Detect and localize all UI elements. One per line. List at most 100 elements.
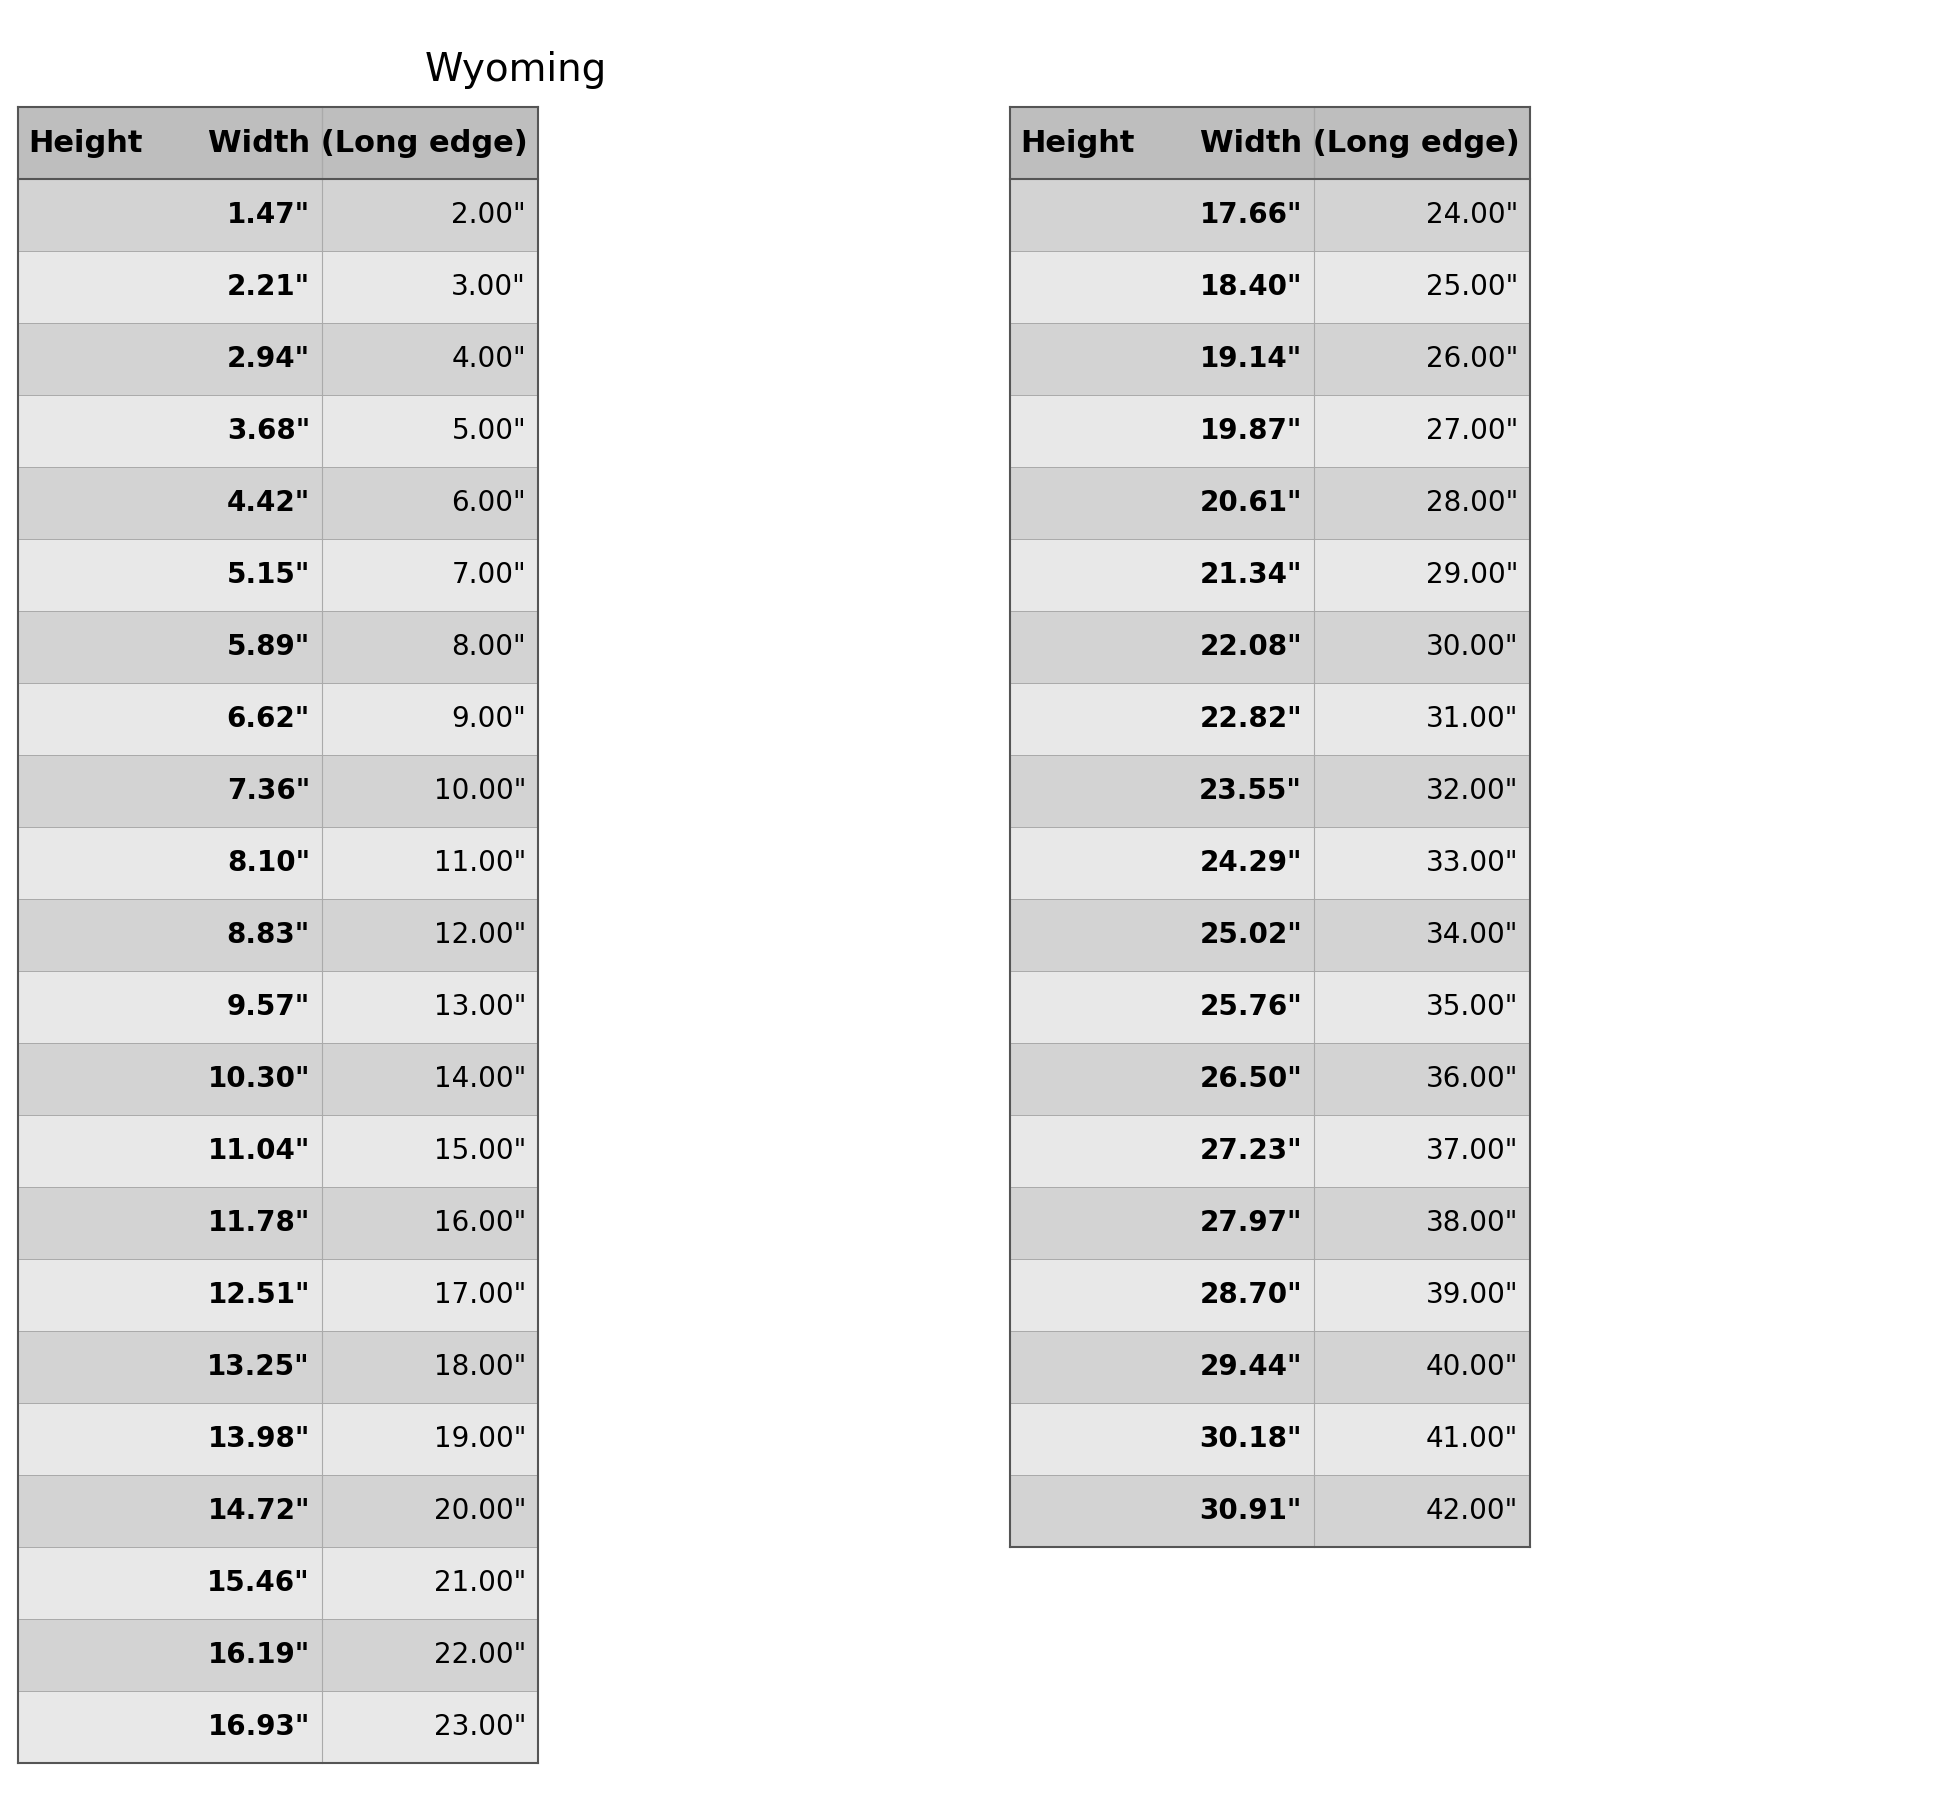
Bar: [18, 756, 537, 827]
Text: 2.00": 2.00": [451, 202, 525, 229]
Bar: [18, 1259, 537, 1332]
Text: 36.00": 36.00": [1426, 1065, 1518, 1094]
Text: 33.00": 33.00": [1426, 849, 1518, 878]
Text: 5.15": 5.15": [226, 561, 309, 589]
Text: 23.00": 23.00": [434, 1713, 525, 1741]
Text: 9.57": 9.57": [228, 994, 309, 1021]
Bar: [1010, 396, 1530, 467]
Text: 30.18": 30.18": [1199, 1425, 1302, 1454]
Bar: [1010, 972, 1530, 1043]
Text: 11.78": 11.78": [208, 1208, 309, 1237]
Text: 39.00": 39.00": [1426, 1281, 1518, 1310]
Text: 13.98": 13.98": [208, 1425, 309, 1454]
Text: 30.91": 30.91": [1199, 1497, 1302, 1524]
Text: 28.00": 28.00": [1426, 489, 1518, 518]
Text: 27.00": 27.00": [1426, 418, 1518, 445]
Text: 5.89": 5.89": [228, 632, 309, 661]
Text: 19.00": 19.00": [434, 1425, 525, 1454]
Text: 10.00": 10.00": [434, 778, 525, 805]
Text: 23.55": 23.55": [1199, 778, 1302, 805]
Text: 27.97": 27.97": [1199, 1208, 1302, 1237]
Text: 5.00": 5.00": [451, 418, 525, 445]
Text: 6.62": 6.62": [228, 705, 309, 734]
Text: 35.00": 35.00": [1426, 994, 1518, 1021]
Text: 16.93": 16.93": [208, 1713, 309, 1741]
Text: 8.83": 8.83": [228, 921, 309, 948]
Text: 7.36": 7.36": [228, 778, 309, 805]
Text: 26.50": 26.50": [1199, 1065, 1302, 1094]
Text: 19.87": 19.87": [1199, 418, 1302, 445]
Bar: [1010, 467, 1530, 540]
Text: 29.00": 29.00": [1426, 561, 1518, 589]
Bar: [1010, 1116, 1530, 1187]
Bar: [1010, 323, 1530, 396]
Text: 9.00": 9.00": [451, 705, 525, 734]
Bar: [18, 899, 537, 972]
Text: 22.82": 22.82": [1199, 705, 1302, 734]
Text: 18.40": 18.40": [1199, 273, 1302, 302]
Text: 2.94": 2.94": [228, 345, 309, 372]
Text: 7.00": 7.00": [451, 561, 525, 589]
Bar: [18, 683, 537, 756]
Bar: [18, 180, 537, 251]
Text: 27.23": 27.23": [1199, 1137, 1302, 1165]
Text: 15.46": 15.46": [208, 1570, 309, 1597]
Bar: [18, 1475, 537, 1548]
Text: 37.00": 37.00": [1426, 1137, 1518, 1165]
Text: 19.14": 19.14": [1201, 345, 1302, 372]
Bar: [18, 972, 537, 1043]
Text: 10.30": 10.30": [208, 1065, 309, 1094]
Text: 12.00": 12.00": [434, 921, 525, 948]
Bar: [1010, 1403, 1530, 1475]
Text: 25.76": 25.76": [1199, 994, 1302, 1021]
Bar: [1010, 1475, 1530, 1548]
Text: 4.42": 4.42": [228, 489, 309, 518]
Text: 15.00": 15.00": [434, 1137, 525, 1165]
Text: 28.70": 28.70": [1199, 1281, 1302, 1310]
Bar: [18, 1187, 537, 1259]
Text: 1.47": 1.47": [228, 202, 309, 229]
Text: 34.00": 34.00": [1426, 921, 1518, 948]
Text: 2.21": 2.21": [228, 273, 309, 302]
Text: 13.00": 13.00": [434, 994, 525, 1021]
Text: 21.00": 21.00": [434, 1570, 525, 1597]
Bar: [18, 611, 537, 683]
Bar: [1010, 899, 1530, 972]
Text: 16.19": 16.19": [208, 1641, 309, 1670]
Text: 40.00": 40.00": [1426, 1354, 1518, 1381]
Text: 29.44": 29.44": [1199, 1354, 1302, 1381]
Bar: [1010, 756, 1530, 827]
Text: 38.00": 38.00": [1426, 1208, 1518, 1237]
Text: 8.00": 8.00": [451, 632, 525, 661]
Bar: [18, 827, 537, 899]
Bar: [1010, 683, 1530, 756]
Text: 17.66": 17.66": [1199, 202, 1302, 229]
Bar: [1010, 611, 1530, 683]
Text: 30.00": 30.00": [1426, 632, 1518, 661]
Text: Height: Height: [27, 129, 142, 158]
Text: 8.10": 8.10": [228, 849, 309, 878]
Text: 11.04": 11.04": [208, 1137, 309, 1165]
Text: 25.00": 25.00": [1426, 273, 1518, 302]
Text: 25.02": 25.02": [1199, 921, 1302, 948]
Bar: [1010, 251, 1530, 323]
Text: 17.00": 17.00": [434, 1281, 525, 1310]
Bar: [1010, 1259, 1530, 1332]
Text: 24.29": 24.29": [1199, 849, 1302, 878]
Bar: [18, 540, 537, 611]
Bar: [18, 107, 537, 180]
Text: 6.00": 6.00": [451, 489, 525, 518]
Text: 4.00": 4.00": [451, 345, 525, 372]
Bar: [18, 1116, 537, 1187]
Text: 32.00": 32.00": [1426, 778, 1518, 805]
Bar: [18, 467, 537, 540]
Bar: [1010, 1043, 1530, 1116]
Bar: [18, 1692, 537, 1762]
Bar: [1010, 540, 1530, 611]
Bar: [1010, 180, 1530, 251]
Text: Wyoming: Wyoming: [424, 51, 607, 89]
Bar: [18, 323, 537, 396]
Text: 20.61": 20.61": [1199, 489, 1302, 518]
Bar: [18, 1043, 537, 1116]
Text: Width (Long edge): Width (Long edge): [1201, 129, 1520, 158]
